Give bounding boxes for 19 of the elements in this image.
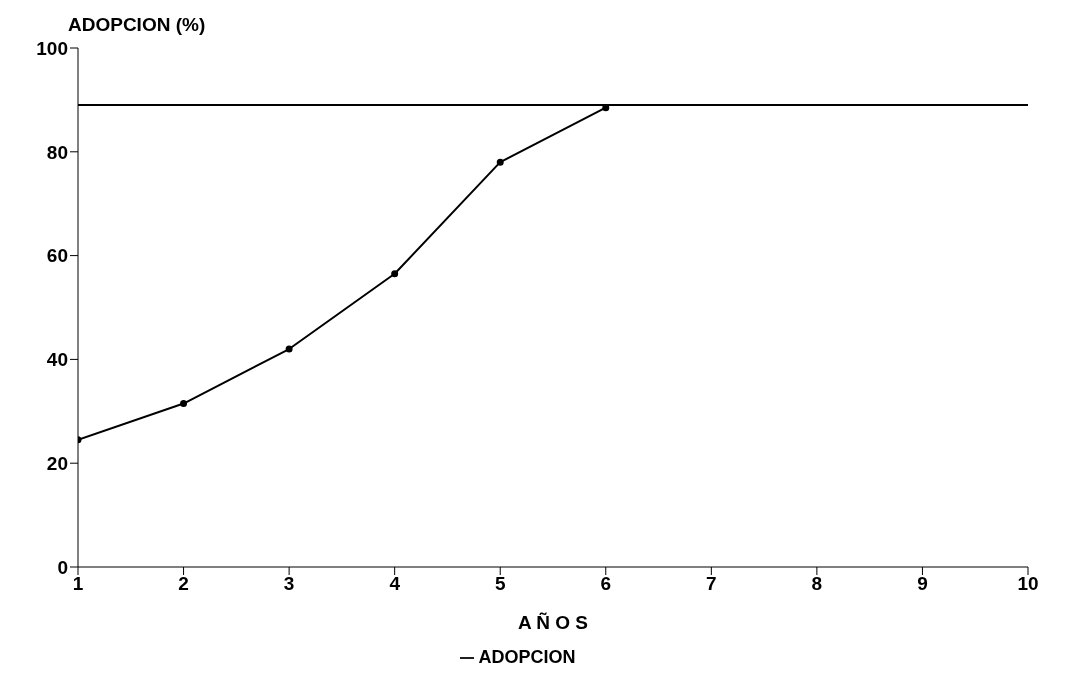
x-tick-label: 1: [72, 573, 84, 595]
y-axis-title: ADOPCION (%): [68, 14, 206, 36]
y-tick-label: 60: [46, 245, 68, 267]
y-tick-label: 80: [46, 141, 68, 163]
legend-label: ADOPCION: [478, 647, 576, 667]
y-tick-label: 0: [57, 556, 68, 578]
x-tick-label: 5: [494, 573, 506, 595]
x-tick-label: 4: [389, 573, 401, 595]
x-tick-label: 7: [706, 573, 717, 595]
y-tick-label: 20: [46, 452, 68, 474]
x-tick-label: 6: [600, 573, 612, 595]
y-tick-label: 40: [46, 349, 68, 371]
x-tick-label: 8: [811, 573, 823, 595]
x-tick-label: 9: [917, 573, 928, 595]
y-tick-label: 100: [36, 37, 68, 59]
x-tick-label: 10: [1017, 573, 1039, 595]
x-axis-title: A Ñ O S: [517, 612, 589, 633]
x-tick-label: 3: [283, 573, 295, 595]
x-tick-label: 2: [178, 573, 189, 595]
